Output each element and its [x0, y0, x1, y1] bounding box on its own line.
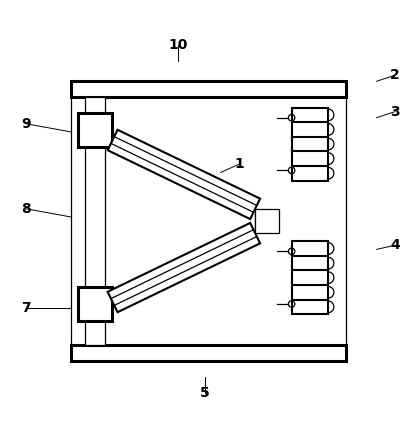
Text: 9: 9	[21, 117, 31, 131]
Text: 2: 2	[390, 68, 400, 82]
Bar	[78, 287, 112, 321]
Text: 5: 5	[200, 386, 209, 400]
Text: 6: 6	[153, 279, 163, 293]
Polygon shape	[108, 223, 260, 312]
Polygon shape	[108, 130, 260, 219]
Bar	[292, 241, 328, 314]
Bar	[71, 344, 346, 361]
Bar	[292, 107, 328, 180]
Bar	[255, 209, 279, 233]
Text: 1: 1	[234, 157, 244, 171]
Text: 7: 7	[21, 301, 31, 315]
Bar	[71, 81, 346, 98]
Bar	[78, 113, 112, 147]
Text: 3: 3	[390, 105, 400, 118]
Text: 10: 10	[168, 38, 188, 52]
Text: 4: 4	[390, 238, 400, 252]
Bar	[85, 98, 105, 344]
Text: 8: 8	[21, 202, 31, 216]
